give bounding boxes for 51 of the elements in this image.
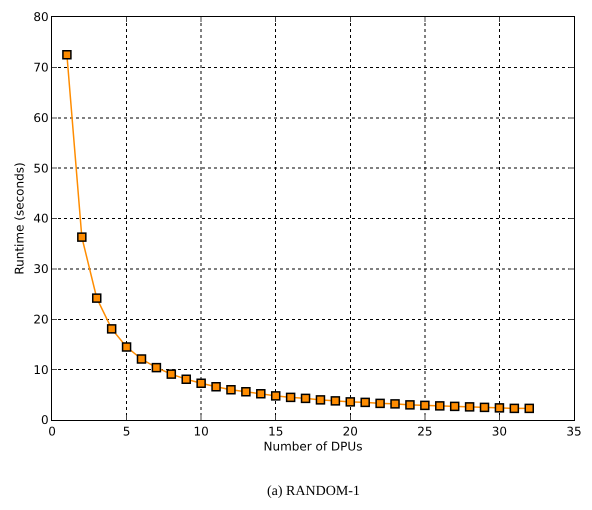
point (510, 404, 520, 414)
point (166, 369, 176, 379)
point (226, 385, 236, 395)
x-tick-label: 35 (566, 424, 582, 438)
point (122, 342, 132, 352)
y-tick-label: 50 (33, 161, 49, 176)
point (524, 404, 534, 414)
point (286, 392, 296, 402)
x-tick-label: 20 (342, 424, 358, 438)
point (181, 374, 191, 384)
y-tick-label: 0 (40, 413, 49, 428)
x-tick-label: 15 (268, 424, 284, 438)
y-tick-label: 30 (33, 262, 49, 276)
point (136, 354, 146, 364)
y-tick-label: 80 (33, 10, 49, 24)
point (375, 398, 385, 408)
point (360, 398, 370, 408)
point (77, 232, 87, 242)
text: (a) RANDOM-1 (267, 484, 360, 499)
point (346, 397, 356, 407)
point (270, 391, 280, 401)
point (241, 387, 251, 397)
y-tick-label: 10 (33, 362, 49, 377)
point (300, 394, 310, 404)
y-tick-label: 40 (33, 212, 49, 226)
y-tick-label: 60 (33, 110, 49, 125)
point (92, 293, 102, 303)
point (480, 402, 490, 412)
y-tick-label: 70 (33, 60, 49, 75)
x-tick-label: 25 (417, 424, 432, 438)
x-tick-label: 5 (122, 424, 130, 438)
point (464, 402, 474, 412)
point (256, 389, 266, 399)
point (435, 401, 445, 411)
point (450, 402, 460, 412)
x-axis-title: Number of DPUs (264, 439, 362, 454)
point (211, 382, 221, 392)
point (390, 399, 400, 409)
y-tick-label: 20 (33, 312, 49, 326)
point (152, 362, 162, 372)
point (316, 395, 326, 405)
point (405, 400, 415, 410)
x-tick-label: 10 (194, 424, 209, 438)
point (494, 403, 504, 413)
point (420, 400, 430, 410)
point (62, 50, 72, 60)
point (106, 324, 116, 334)
point (330, 396, 340, 406)
y-axis-title: Runtime (seconds) (12, 162, 27, 275)
point (196, 378, 206, 388)
x-tick-label: 30 (492, 424, 508, 438)
